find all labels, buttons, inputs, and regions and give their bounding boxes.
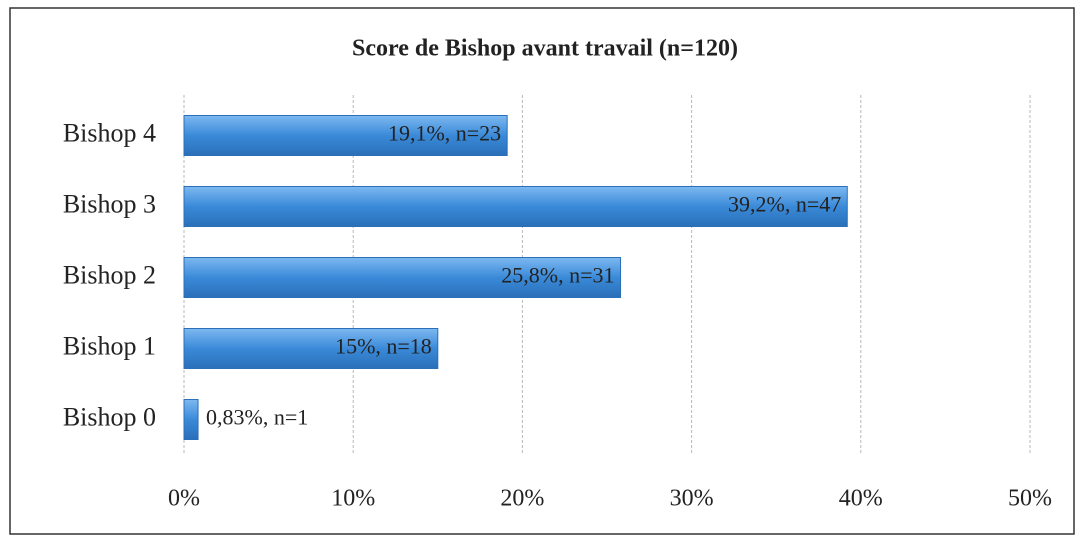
- y-tick-label: Bishop 4: [63, 118, 156, 147]
- bar: [183, 328, 439, 369]
- data-label: 19,1%, n=23: [388, 121, 501, 146]
- x-tick-label: 0%: [168, 486, 200, 512]
- y-tick-label: Bishop 1: [63, 331, 156, 360]
- y-tick-label: Bishop 2: [63, 260, 156, 289]
- data-label: 39,2%, n=47: [728, 192, 841, 217]
- bar: [183, 257, 622, 298]
- data-label: 0,83%, n=1: [206, 405, 308, 430]
- x-tick-label: 40%: [839, 486, 883, 512]
- data-label: 15%, n=18: [335, 334, 432, 359]
- x-tick-label: 20%: [500, 486, 544, 512]
- x-tick-label: 50%: [1008, 486, 1052, 512]
- bar: [183, 399, 199, 440]
- bar: [183, 115, 508, 156]
- bar: [183, 186, 848, 227]
- y-tick-label: Bishop 3: [63, 189, 156, 218]
- x-tick-label: 30%: [670, 486, 714, 512]
- data-label: 25,8%, n=31: [501, 263, 614, 288]
- x-tick-label: 10%: [331, 486, 375, 512]
- chart-title: Score de Bishop avant travail (n=120): [352, 36, 738, 62]
- y-tick-label: Bishop 0: [63, 402, 156, 431]
